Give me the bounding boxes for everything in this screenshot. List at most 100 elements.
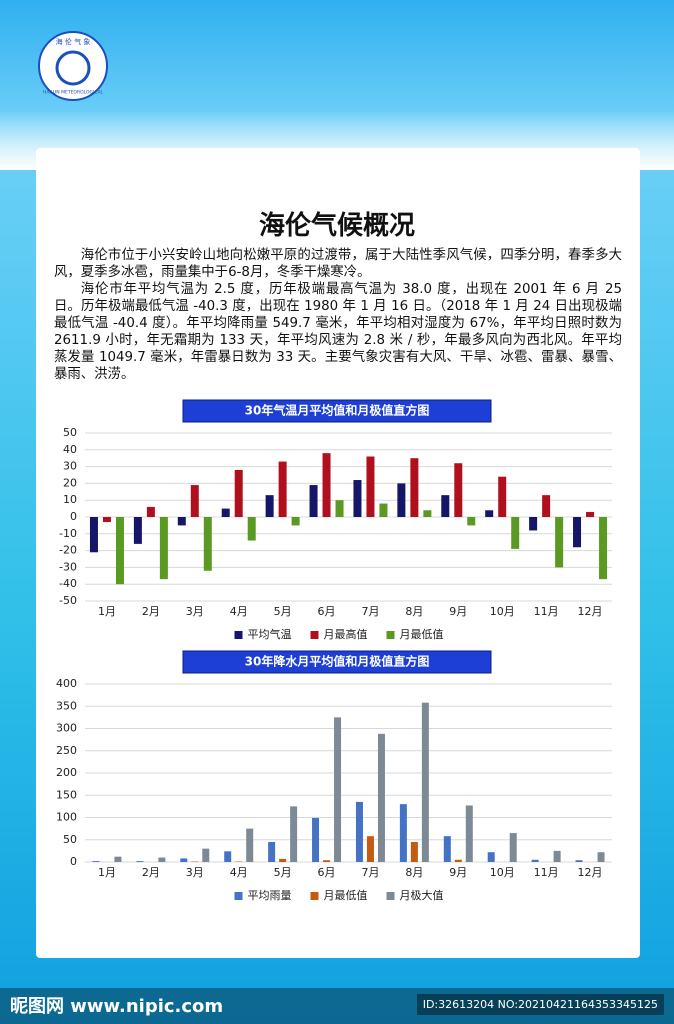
y-tick-label: -30 [59,560,77,573]
bar [279,858,287,862]
bar [190,485,199,517]
x-tick-label: 11月 [534,866,559,879]
bar [487,852,495,862]
x-tick-label: 8月 [405,866,423,879]
bar [573,517,582,548]
bar [159,517,168,580]
y-tick-label: -10 [59,527,77,540]
y-tick-label: 100 [56,811,77,824]
bar [597,852,605,862]
bar [180,858,188,862]
bar [454,463,463,517]
logo [38,31,108,101]
bar [542,495,551,517]
x-tick-label: 3月 [186,866,204,879]
bar [355,801,363,862]
bar [555,517,564,568]
x-tick-label: 6月 [318,866,336,879]
chart-banner [182,399,492,423]
bar [246,828,254,862]
bar [268,841,276,862]
bar [89,517,98,553]
legend-label: 平均雨量 [248,889,292,902]
x-tick-label: 6月 [318,605,336,618]
bar [312,817,320,862]
paragraph: 海伦市位于小兴安岭山地向松嫩平原的过渡带，属于大陆性季风气候，四季分明，春季多大… [54,248,622,280]
logo-mark [55,50,91,86]
x-tick-label: 8月 [405,605,423,618]
bar [335,500,344,517]
bar [575,860,583,862]
body-text: 海伦市位于小兴安岭山地向松嫩平原的过渡带，属于大陆性季风气候，四季分明，春季多大… [54,247,622,383]
y-tick-label: 20 [63,476,77,489]
bar [224,851,232,862]
bar [203,517,212,571]
bar [366,836,374,862]
bar [441,495,450,517]
x-tick-label: 1月 [98,866,116,879]
watermark-id: ID:32613204 NO:20210421164353345125 [416,994,664,1015]
y-tick-label: 0 [70,855,77,868]
bar [498,476,507,517]
bar [410,841,418,862]
bar [377,733,385,862]
y-tick-label: 400 [56,677,77,690]
bar [465,805,473,862]
x-tick-label: 1月 [98,605,116,618]
bar [322,453,331,517]
chart-title: 30年气温月平均值和月极值直方图 [245,403,430,418]
bar [334,717,342,862]
bar [177,517,186,526]
x-tick-label: 4月 [230,866,248,879]
y-tick-label: 250 [56,744,77,757]
legend-label: 月极大值 [400,888,444,902]
bar [158,857,166,862]
x-tick-label: 10月 [490,866,515,879]
bar [234,469,243,517]
bar [454,859,462,862]
bar [146,506,155,517]
y-tick-label: 10 [63,493,77,506]
bar [114,856,122,862]
legend-label: 月最高值 [324,627,368,641]
bar [202,848,210,862]
y-tick-label: 30 [63,460,77,473]
y-tick-label: 40 [63,443,77,456]
legend-label: 月最低值 [400,628,444,641]
poster-title: 海伦气候概况 [258,211,415,241]
legend-label: 平均气温 [248,627,292,641]
chart-banner [182,650,492,674]
legend-swatch [386,892,395,900]
bar [136,861,144,862]
y-tick-label: -20 [59,544,77,557]
chart-title: 30年降水月平均值和月极值直方图 [245,654,430,669]
bar [531,859,539,862]
y-tick-label: 50 [63,426,77,439]
legend-swatch [234,631,243,639]
x-tick-label: 5月 [274,866,292,879]
bar [323,860,331,862]
bar [353,480,362,517]
bar [92,861,100,862]
legend-swatch [234,892,243,900]
y-tick-label: 200 [56,766,77,779]
bar [221,508,230,517]
x-tick-label: 9月 [449,866,467,879]
y-tick-label: 350 [56,699,77,712]
bar [366,456,375,517]
x-tick-label: 7月 [361,866,379,879]
bar [379,503,388,517]
x-tick-label: 11月 [534,605,559,618]
x-tick-label: 3月 [186,605,204,618]
bar [410,458,419,517]
bar [421,702,429,862]
x-tick-label: 4月 [230,605,248,618]
y-tick-label: 150 [56,788,77,801]
y-tick-label: -50 [59,594,77,607]
y-tick-label: 50 [63,833,77,846]
bar [290,806,298,862]
bar [423,510,432,517]
y-tick-label: 0 [70,510,77,523]
bar [265,495,274,517]
